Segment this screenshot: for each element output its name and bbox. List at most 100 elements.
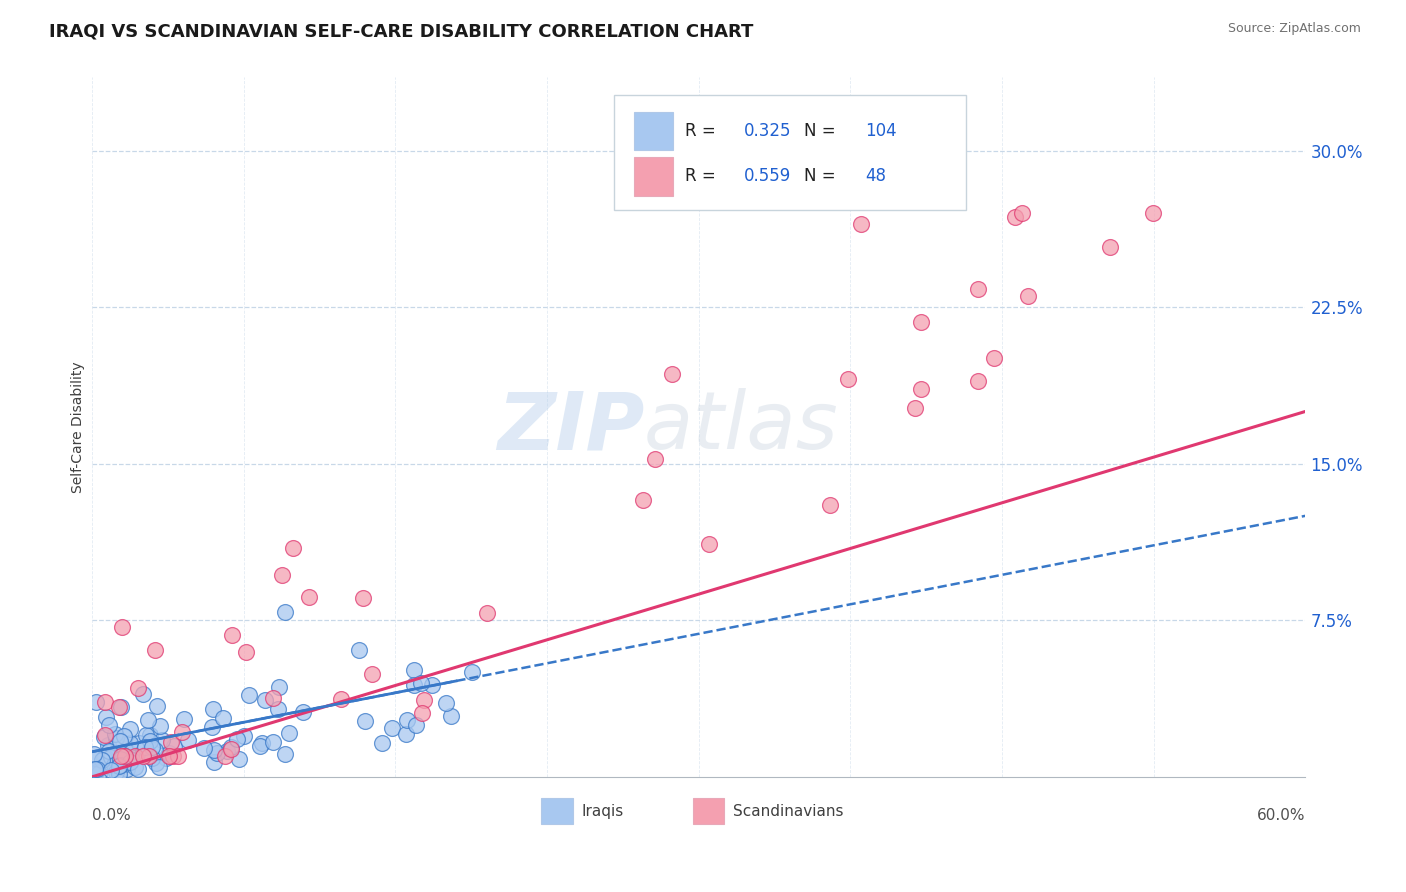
Point: [157, 746, 180, 760]
Point: [633, 492, 655, 507]
Point: [84, 764, 107, 779]
Point: [121, 753, 143, 767]
Point: [104, 731, 127, 746]
Point: [395, 713, 418, 727]
Point: [115, 756, 138, 770]
Point: [202, 743, 225, 757]
Point: [148, 760, 170, 774]
Point: [422, 678, 444, 692]
Point: [967, 374, 990, 388]
Point: [136, 746, 159, 760]
Point: [110, 748, 132, 763]
Point: [138, 748, 160, 763]
Point: [205, 746, 228, 760]
Point: [127, 681, 149, 695]
Point: [112, 754, 135, 768]
Point: [86, 762, 108, 776]
Point: [112, 753, 135, 767]
Point: [277, 726, 299, 740]
Text: R =: R =: [686, 122, 721, 140]
Point: [143, 743, 166, 757]
Point: [273, 605, 295, 619]
Point: [134, 739, 156, 754]
Point: [409, 676, 432, 690]
Point: [475, 607, 498, 621]
Point: [201, 720, 224, 734]
Point: [163, 739, 186, 753]
Bar: [541, 797, 572, 824]
Point: [1011, 206, 1033, 220]
Point: [219, 740, 242, 755]
Point: [173, 712, 195, 726]
Text: N =: N =: [804, 168, 841, 186]
Point: [110, 758, 132, 772]
Point: [118, 755, 141, 769]
Text: R =: R =: [686, 168, 721, 186]
Point: [94, 710, 117, 724]
Point: [238, 688, 260, 702]
Point: [114, 748, 136, 763]
Point: [149, 719, 172, 733]
Point: [1017, 288, 1039, 302]
Point: [262, 690, 284, 705]
FancyBboxPatch shape: [614, 95, 966, 211]
Text: ZIP: ZIP: [496, 388, 644, 467]
Point: [440, 709, 463, 723]
Point: [94, 750, 117, 764]
Point: [104, 764, 127, 779]
Text: N =: N =: [804, 122, 841, 140]
Point: [232, 729, 254, 743]
Text: 0.559: 0.559: [744, 168, 792, 186]
Point: [849, 217, 872, 231]
Point: [107, 700, 129, 714]
Point: [221, 628, 243, 642]
Point: [330, 691, 353, 706]
Point: [117, 762, 139, 776]
Point: [166, 748, 188, 763]
Point: [162, 748, 184, 763]
Point: [93, 731, 115, 745]
Point: [84, 695, 107, 709]
Point: [381, 721, 404, 735]
Point: [212, 711, 235, 725]
Point: [93, 751, 115, 765]
Point: [394, 726, 416, 740]
Text: IRAQI VS SCANDINAVIAN SELF-CARE DISABILITY CORRELATION CHART: IRAQI VS SCANDINAVIAN SELF-CARE DISABILI…: [49, 22, 754, 40]
Point: [1142, 206, 1164, 220]
Point: [159, 735, 181, 749]
Point: [132, 748, 155, 763]
Point: [225, 732, 247, 747]
Point: [172, 724, 194, 739]
Point: [145, 756, 167, 770]
Point: [108, 751, 131, 765]
Text: Iraqis: Iraqis: [581, 804, 623, 819]
Point: [141, 740, 163, 755]
Point: [967, 281, 990, 295]
Text: Scandinavians: Scandinavians: [733, 804, 844, 819]
Point: [292, 705, 315, 719]
Point: [97, 718, 120, 732]
Text: 0.0%: 0.0%: [93, 808, 131, 823]
Point: [271, 568, 294, 582]
Point: [135, 728, 157, 742]
Point: [157, 748, 180, 763]
Point: [136, 713, 159, 727]
Point: [644, 451, 666, 466]
Point: [371, 736, 394, 750]
Point: [904, 401, 927, 415]
Point: [141, 751, 163, 765]
Point: [104, 726, 127, 740]
Point: [193, 741, 215, 756]
Point: [111, 747, 134, 762]
Point: [108, 734, 131, 748]
Y-axis label: Self-Care Disability: Self-Care Disability: [72, 361, 86, 493]
Point: [84, 751, 107, 765]
Point: [118, 736, 141, 750]
Point: [100, 750, 122, 764]
Point: [139, 734, 162, 748]
Point: [100, 763, 122, 777]
Point: [150, 733, 173, 747]
Point: [97, 744, 120, 758]
Point: [228, 751, 250, 765]
Point: [176, 732, 198, 747]
